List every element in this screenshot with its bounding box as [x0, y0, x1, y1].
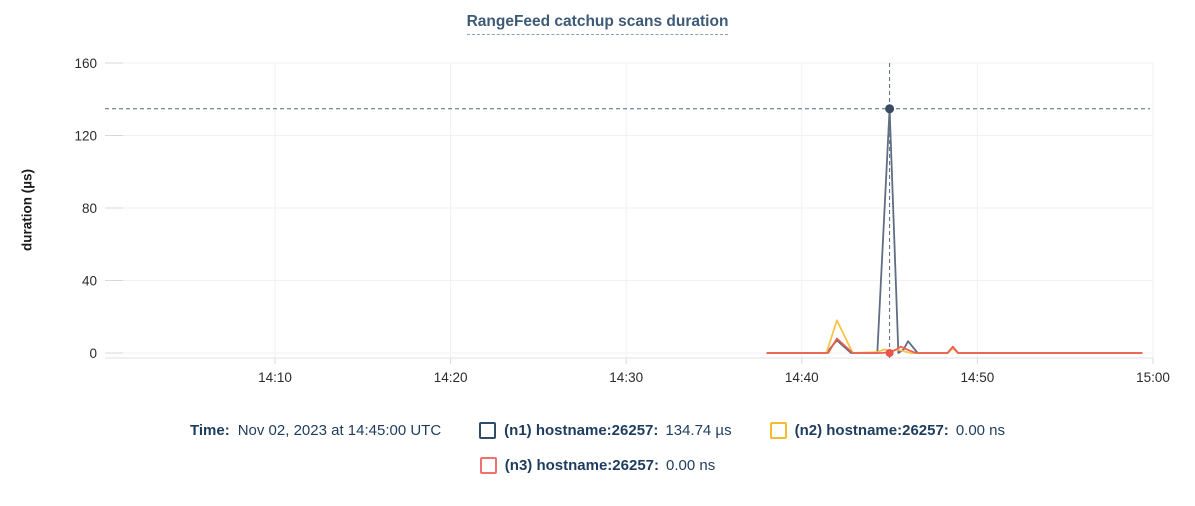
chart-title: RangeFeed catchup scans duration [466, 13, 729, 35]
hover-dot-n3 [885, 349, 894, 357]
x-tick-label-14:50: 14:50 [961, 370, 995, 385]
legend-value-n2: 0.00 ns [955, 421, 1006, 439]
y-tick-label-40: 40 [82, 274, 97, 289]
y-axis-label: duration (µs) [19, 168, 35, 252]
legend-value-n1: 134.74 µs [665, 421, 732, 439]
tooltip-time-label: Time: [189, 421, 230, 439]
chart-legend: Time: Nov 02, 2023 at 14:45:00 UTC (n1) … [0, 419, 1195, 489]
y-tick-label-160: 160 [74, 56, 97, 71]
chart-canvas[interactable]: 0 40 80 120 160 14:10 14:20 14:30 14:40 14:50 15:0… [0, 0, 1195, 410]
series-line-n3 [766, 337, 1143, 354]
x-tick-label-15:00: 15:00 [1136, 370, 1170, 385]
x-tick-label-14:40: 14:40 [785, 370, 819, 385]
n1-checkbox-swatch[interactable] [479, 421, 497, 439]
n2-checkbox-swatch[interactable] [769, 421, 787, 439]
tooltip-time: Time: Nov 02, 2023 at 14:45:00 UTC [190, 422, 441, 439]
legend-row-2: (n3) hostname:26257: 0.00 ns [0, 454, 1195, 476]
y-tick-label-0: 0 [89, 346, 97, 361]
legend-item-n2[interactable]: (n2) hostname:26257: 0.00 ns [769, 421, 1006, 439]
legend-label-n1: (n1) hostname:26257: [504, 421, 659, 439]
hover-dot-n1 [885, 104, 895, 114]
y-tick-label-120: 120 [74, 129, 97, 144]
y-tick-label-80: 80 [82, 201, 97, 216]
tooltip-time-value: Nov 02, 2023 at 14:45:00 UTC [237, 421, 442, 439]
n3-checkbox-swatch[interactable] [479, 456, 497, 474]
legend-label-n2: (n2) hostname:26257: [794, 421, 949, 439]
legend-value-n3: 0.00 ns [666, 456, 716, 474]
series-line-n1 [766, 107, 1143, 354]
x-tick-label-14:10: 14:10 [258, 370, 292, 385]
chart-title-wrap: RangeFeed catchup scans duration [0, 13, 1195, 35]
legend-label-n3: (n3) hostname:26257: [504, 456, 659, 474]
legend-row-1: Time: Nov 02, 2023 at 14:45:00 UTC (n1) … [0, 419, 1195, 441]
legend-item-n3[interactable]: (n3) hostname:26257: 0.00 ns [479, 456, 716, 474]
x-tick-label-14:30: 14:30 [609, 370, 643, 385]
legend-item-n1[interactable]: (n1) hostname:26257: 134.74 µs [479, 421, 732, 439]
x-tick-label-14:20: 14:20 [434, 370, 468, 385]
